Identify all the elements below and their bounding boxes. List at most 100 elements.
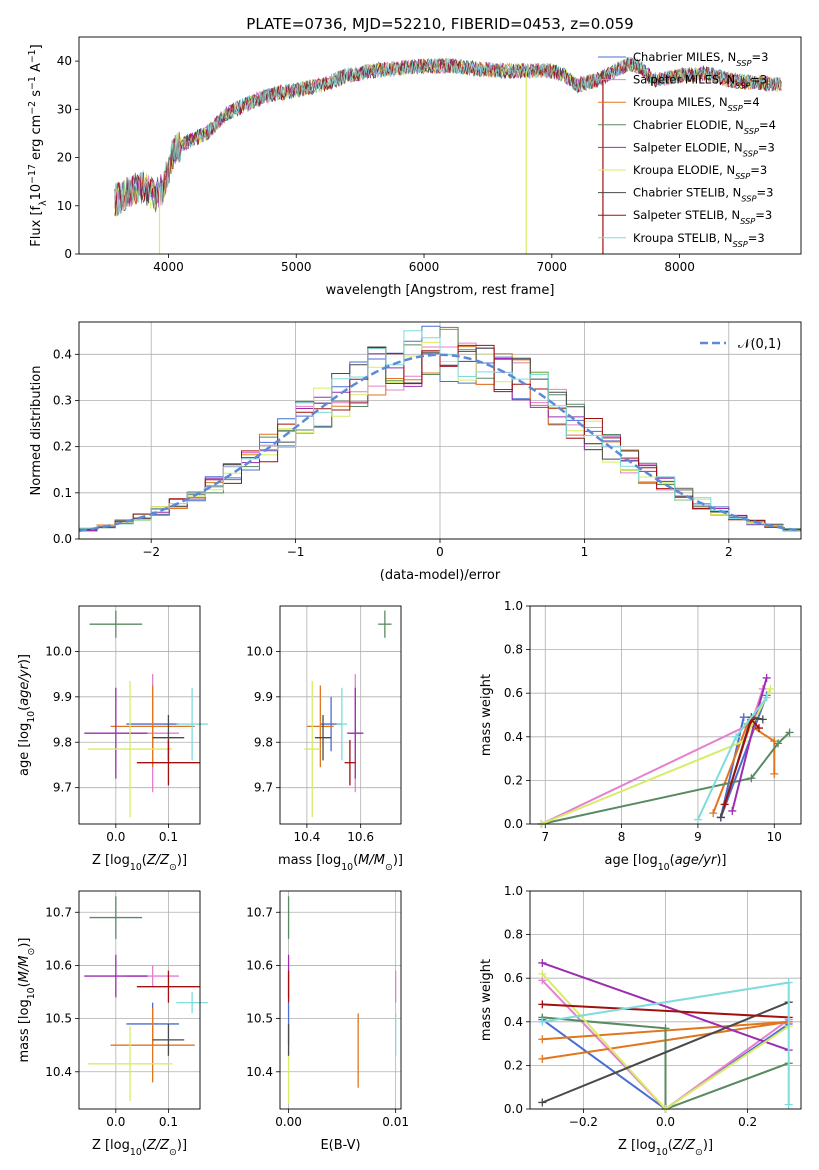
axes-frame — [279, 890, 402, 1110]
y-tick-label: 10.7 — [45, 905, 72, 919]
x-axis-label: Z [log10(Z/Z⊙)] — [618, 1138, 713, 1158]
x-tick-label: −1 — [287, 545, 305, 559]
weight-marker — [538, 1098, 547, 1107]
x-tick-label: 4000 — [153, 260, 184, 274]
weight-marker — [766, 684, 775, 693]
axes-frame — [78, 605, 201, 825]
legend-entry: Kroupa MILES, NSSP=4 — [633, 95, 760, 113]
x-tick-label: 0.2 — [738, 1115, 757, 1129]
residuals-axes: −2 −1 0 1 2 0.0 0.1 0.2 0.3 0.4 — [53, 322, 801, 559]
x-axis-label: mass [log10(M/M⊙)] — [278, 853, 403, 873]
weight-line — [542, 1003, 789, 1019]
y-tick-label: 10.5 — [246, 1012, 273, 1026]
y-tick-label: 10.4 — [45, 1065, 72, 1079]
y-tick-label: 10.0 — [246, 644, 273, 658]
weight-marker — [716, 813, 725, 822]
y-tick-label: 9.8 — [53, 735, 72, 749]
y-tick-label: 10 — [57, 199, 72, 213]
axes-frame — [529, 890, 802, 1110]
weight-marker — [732, 732, 741, 741]
x-axis-label: Z [log10(Z/Z⊙)] — [92, 853, 187, 873]
y-tick-label: 1.0 — [504, 599, 523, 613]
y-tick-label: 10.6 — [45, 958, 72, 972]
mass-vs-ebv-axes: 0.00 0.01 10.4 10.5 10.6 10.7 — [246, 891, 409, 1129]
weight-marker — [785, 728, 794, 737]
mass-vs-z-points — [84, 896, 208, 1102]
weight-marker — [538, 1000, 547, 1009]
y-tick-label: 10.4 — [246, 1065, 273, 1079]
weight-marker — [747, 774, 756, 783]
y-tick-label: 10.5 — [45, 1012, 72, 1026]
weight-line — [541, 731, 791, 825]
y-tick-label: 0.0 — [504, 817, 523, 831]
weight-marker — [538, 1017, 547, 1026]
x-tick-label: 7 — [541, 830, 549, 844]
y-tick-label: 0.6 — [504, 686, 523, 700]
x-tick-label: 8000 — [664, 260, 695, 274]
x-tick-label: 0 — [436, 545, 444, 559]
y-axis-label: mass weight — [479, 959, 494, 1041]
age-vs-mass-points — [304, 610, 392, 818]
weight-marker — [693, 815, 702, 824]
legend-entry: Chabrier ELODIE, NSSP=4 — [633, 118, 776, 136]
x-tick-label: 5000 — [281, 260, 312, 274]
legend-entry: 𝒩(0,1) — [738, 337, 781, 352]
weight-marker — [661, 1024, 670, 1033]
x-tick-label: −2 — [142, 545, 160, 559]
legend-entry: Salpeter ELODIE, NSSP=3 — [633, 140, 775, 158]
y-axis-label: Flux [fλ10−17 erg cm−2 s−1 A−1] — [27, 44, 49, 246]
x-tick-label: 6000 — [409, 260, 440, 274]
x-tick-label: 2 — [725, 545, 733, 559]
y-tick-label: 0.4 — [504, 1015, 523, 1029]
weight-line — [541, 688, 772, 825]
y-tick-label: 0.8 — [504, 928, 523, 942]
mass-vs-z-axes: 0.0 0.1 10.4 10.5 10.6 10.7 — [45, 891, 200, 1129]
x-tick-label: 10.4 — [294, 830, 321, 844]
y-axis-label: age [log10(age/yr)] — [17, 654, 37, 776]
weight-marker — [762, 673, 771, 682]
legend-entry: Kroupa ELODIE, NSSP=3 — [633, 163, 767, 181]
age-vs-mass-axes: 10.4 10.6 9.7 9.8 9.9 10.0 — [246, 606, 401, 844]
x-axis-label: Z [log10(Z/Z⊙)] — [92, 1138, 187, 1158]
figure-title: PLATE=0736, MJD=52210, FIBERID=0453, z=0… — [246, 15, 633, 33]
y-tick-label: 0 — [64, 247, 72, 261]
weight-marker — [538, 1054, 547, 1063]
x-tick-label: 0.0 — [106, 1115, 125, 1129]
plot-layer: 4000 5000 6000 7000 8000010203040wavelength … — [17, 36, 802, 1158]
axes-frame — [78, 36, 802, 255]
weight-line — [541, 688, 764, 825]
y-tick-label: 0.8 — [504, 643, 523, 657]
x-axis-label: wavelength [Angstrom, rest frame] — [326, 283, 555, 298]
axes-frame — [279, 605, 402, 825]
weight-marker — [770, 769, 779, 778]
histogram-step — [79, 330, 801, 532]
y-tick-label: 0.1 — [53, 486, 72, 500]
weight-marker — [784, 978, 793, 987]
x-tick-label: −0.2 — [569, 1115, 598, 1129]
weight-marker — [758, 715, 767, 724]
axes-frame — [78, 321, 802, 540]
y-tick-label: 0.2 — [504, 773, 523, 787]
spectrum-line — [114, 56, 782, 215]
weight-marker — [728, 806, 737, 815]
y-tick-label: 0.4 — [53, 347, 72, 361]
axes-frame — [529, 605, 802, 825]
x-tick-label: 0.0 — [106, 830, 125, 844]
x-tick-label: 0.0 — [656, 1115, 675, 1129]
weight-line — [541, 1001, 790, 1104]
weight-marker — [762, 693, 771, 702]
x-tick-label: 0.00 — [275, 1115, 302, 1129]
x-tick-label: 10 — [767, 830, 782, 844]
x-axis-label: E(B-V) — [320, 1138, 360, 1153]
y-tick-label: 1.0 — [504, 884, 523, 898]
weight-line — [541, 961, 790, 1052]
y-tick-label: 0.4 — [504, 730, 523, 744]
gaussian-curve — [79, 353, 801, 533]
weight-marker — [538, 958, 547, 967]
x-tick-label: 1 — [581, 545, 589, 559]
y-tick-label: 0.0 — [504, 1102, 523, 1116]
weight-line — [542, 1016, 790, 1111]
weight-marker — [538, 1035, 547, 1044]
y-tick-label: 0.6 — [504, 971, 523, 985]
y-tick-label: 9.9 — [254, 690, 273, 704]
